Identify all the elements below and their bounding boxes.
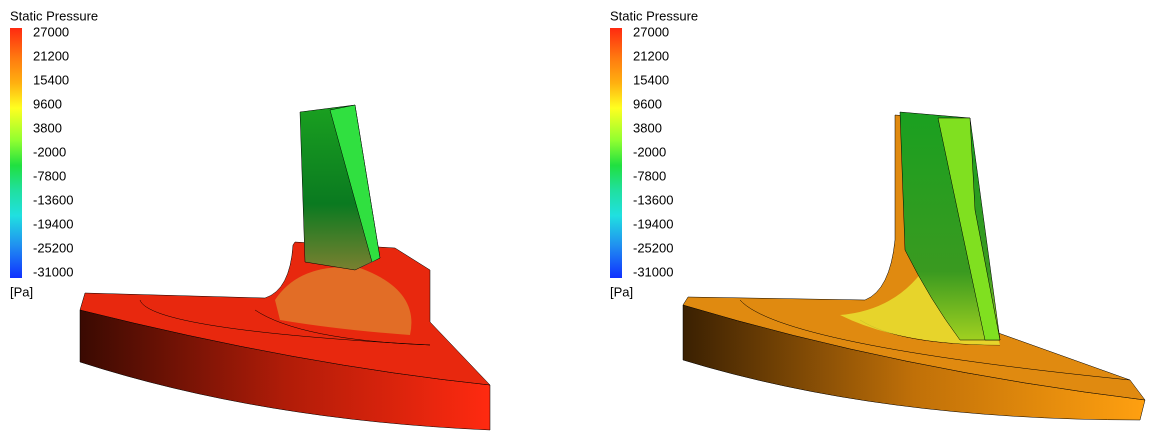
right-model	[683, 112, 1145, 420]
legend-title: Static Pressure	[10, 8, 98, 23]
legend-title: Static Pressure	[610, 8, 698, 23]
legend-tick-label: 9600	[633, 96, 662, 111]
legend-tick-label: 9600	[33, 96, 62, 111]
legend-tick-label: 15400	[633, 72, 669, 87]
legend-tick-label: -25200	[633, 240, 673, 255]
legend-tick-label: -13600	[633, 192, 673, 207]
legend-tick-label: 21200	[633, 48, 669, 63]
legend-tick-label: -19400	[33, 216, 73, 231]
legend-tick-label: -31000	[33, 264, 73, 279]
legend-tick-label: -31000	[633, 264, 673, 279]
legend-tick-label: 21200	[33, 48, 69, 63]
legend-tick-label: -2000	[33, 144, 66, 159]
legend-tick-label: -7800	[633, 168, 666, 183]
legend-tick-label: 27000	[33, 24, 69, 39]
legend-tick-label: -2000	[633, 144, 666, 159]
legend-unit: [Pa]	[10, 284, 33, 299]
legend-tick-label: 27000	[633, 24, 669, 39]
legend-tick-label: -7800	[33, 168, 66, 183]
screenshot: Static Pressure27000212001540096003800-2…	[0, 0, 1149, 433]
left-model	[80, 105, 490, 430]
legend-unit: [Pa]	[610, 284, 633, 299]
color-bar	[610, 28, 622, 278]
legend-tick-label: 3800	[633, 120, 662, 135]
legend-tick-label: 3800	[33, 120, 62, 135]
page: Static Pressure27000212001540096003800-2…	[0, 0, 1149, 433]
color-bar	[10, 28, 22, 278]
legend-tick-label: -13600	[33, 192, 73, 207]
legend-tick-label: -25200	[33, 240, 73, 255]
legend-tick-label: 15400	[33, 72, 69, 87]
legend-tick-label: -19400	[633, 216, 673, 231]
